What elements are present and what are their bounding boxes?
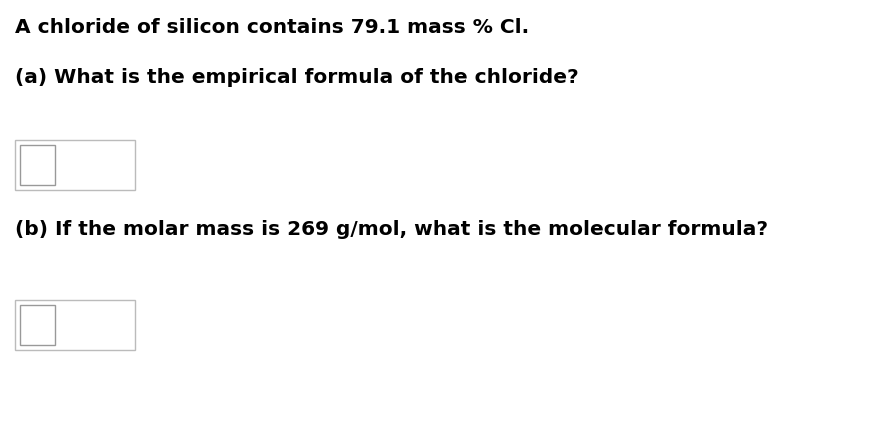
Bar: [15, 140, 135, 190]
Bar: [20, 305, 55, 345]
Text: (a) What is the empirical formula of the chloride?: (a) What is the empirical formula of the…: [15, 68, 579, 87]
Text: A chloride of silicon contains 79.1 mass % Cl.: A chloride of silicon contains 79.1 mass…: [15, 18, 529, 37]
Bar: [15, 300, 135, 350]
Bar: [20, 145, 55, 185]
Text: (b) If the molar mass is 269 g/mol, what is the molecular formula?: (b) If the molar mass is 269 g/mol, what…: [15, 220, 768, 239]
